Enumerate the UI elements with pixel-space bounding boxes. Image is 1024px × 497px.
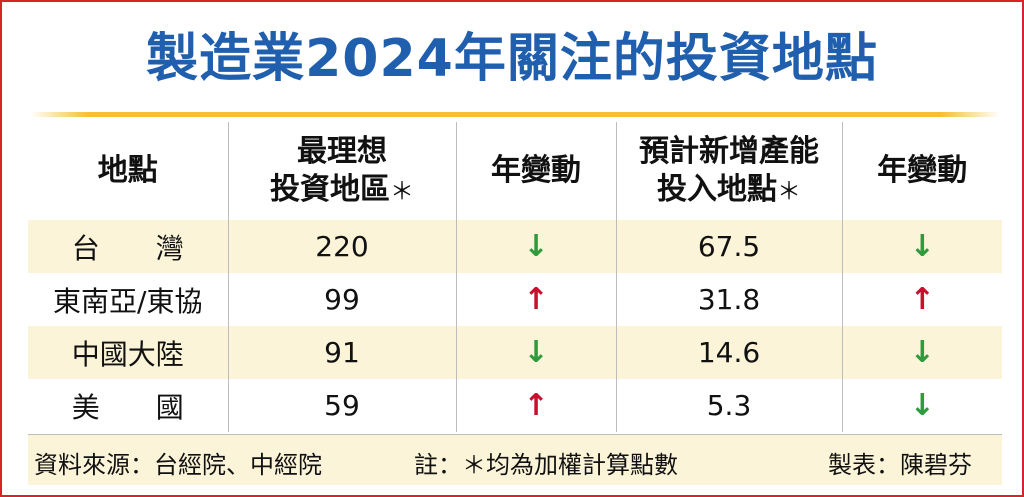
table-row: 中國大陸 91 ↓ 14.6 ↓ (28, 326, 1002, 379)
header-ideal-star: ＊ (390, 176, 414, 205)
arrow-down-icon: ↓ (909, 388, 935, 423)
header-row: 地點 最理想 投資地區＊ 年變動 預計新增產能 投入地點＊ 年變動 (28, 122, 1002, 220)
cell-ideal-score: 220 (227, 220, 456, 273)
cell-capacity-score: 67.5 (615, 220, 842, 273)
header-capacity-line2: 投入地點 (657, 171, 777, 207)
footer-author: 製表：陳碧芬 (828, 451, 972, 479)
cell-change-2: ↑ (841, 273, 1002, 326)
arrow-down-icon: ↓ (523, 335, 549, 370)
arrow-up-icon: ↑ (909, 282, 935, 317)
arrow-up-icon: ↑ (523, 282, 549, 317)
cell-change-2: ↓ (841, 379, 1002, 432)
cell-change-2: ↓ (841, 326, 1002, 379)
cell-location: 美 國 (71, 390, 184, 424)
table-row: 美 國 59 ↑ 5.3 ↓ (28, 379, 1002, 432)
header-ideal-region: 最理想 投資地區＊ (227, 122, 456, 220)
cell-location: 台 灣 (28, 220, 228, 273)
header-capacity-star: ＊ (777, 176, 801, 205)
arrow-down-icon: ↓ (909, 335, 935, 370)
header-capacity-location: 預計新增產能 投入地點＊ (615, 122, 842, 220)
header-ideal-line1: 最理想 (297, 133, 387, 169)
cell-change-1: ↓ (455, 326, 616, 379)
cell-location: 中國大陸 (28, 326, 228, 379)
investment-table: 地點 最理想 投資地區＊ 年變動 預計新增產能 投入地點＊ 年變動 台 灣 220… (28, 122, 1002, 432)
chart-title: 製造業2024年關注的投資地點 (146, 29, 878, 89)
cell-ideal-score: 91 (227, 326, 456, 379)
arrow-down-icon: ↓ (909, 229, 935, 264)
cell-capacity-score: 5.3 (615, 379, 842, 432)
arrow-up-icon: ↑ (523, 388, 549, 423)
header-ideal-line2: 投資地區 (270, 171, 390, 207)
cell-change-1: ↑ (455, 379, 616, 432)
header-change-1: 年變動 (455, 122, 616, 220)
footer-source: 資料來源：台經院、中經院 (34, 451, 322, 479)
footer: 資料來源：台經院、中經院 註：＊均為加權計算點數 製表：陳碧芬 (28, 434, 1002, 485)
cell-capacity-score: 14.6 (615, 326, 842, 379)
table-row: 台 灣 220 ↓ 67.5 ↓ (28, 220, 1002, 273)
cell-change-2: ↓ (841, 220, 1002, 273)
cell-capacity-score: 31.8 (615, 273, 842, 326)
header-change-2: 年變動 (841, 122, 1002, 220)
arrow-down-icon: ↓ (523, 229, 549, 264)
cell-ideal-score: 59 (227, 379, 456, 432)
table-row: 東南亞/東協 99 ↑ 31.8 ↑ (28, 273, 1002, 326)
cell-location: 東南亞/東協 (53, 284, 203, 318)
cell-change-1: ↓ (455, 220, 616, 273)
cell-ideal-score: 99 (227, 273, 456, 326)
title-divider (30, 112, 1000, 117)
footer-note: 註：＊均為加權計算點數 (414, 451, 678, 479)
cell-change-1: ↑ (455, 273, 616, 326)
header-capacity-line1: 預計新增產能 (639, 133, 819, 169)
header-location: 地點 (97, 153, 158, 188)
